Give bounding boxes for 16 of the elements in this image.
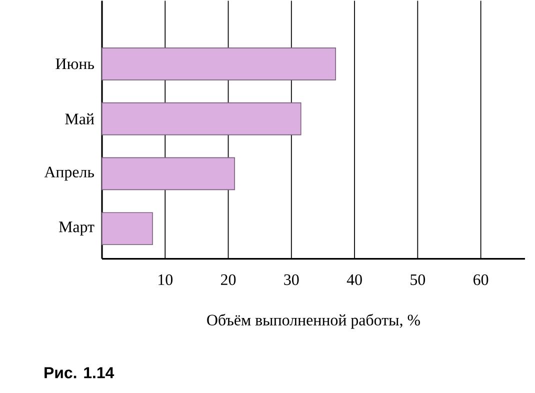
x-axis-title: Объём выполненной работы, % — [207, 314, 420, 329]
bar — [102, 48, 336, 80]
bar — [102, 157, 235, 190]
y-tick-label: Март — [58, 222, 94, 236]
x-tick-label: 30 — [284, 274, 299, 286]
bar — [102, 212, 153, 246]
x-tick-label: 20 — [221, 274, 236, 286]
x-tick-label: 10 — [158, 274, 172, 286]
bar — [102, 102, 302, 136]
y-tick-label: Июнь — [56, 58, 94, 70]
y-tick-label: Май — [65, 113, 94, 124]
x-tick-label: 60 — [474, 274, 488, 286]
x-tick-label: 50 — [410, 274, 426, 286]
x-tick-label: 40 — [346, 274, 362, 286]
y-tick-label: Апрель — [44, 166, 94, 181]
text: Рис. 1.14 — [44, 367, 114, 378]
